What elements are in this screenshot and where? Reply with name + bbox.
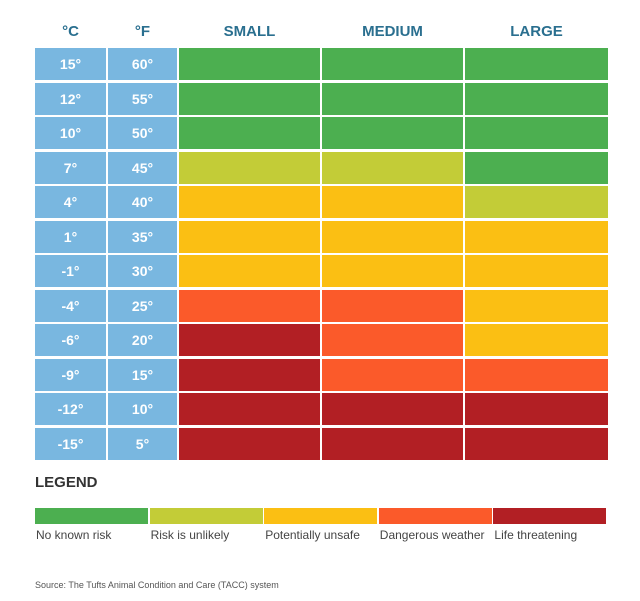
fahrenheit-cell: 45° <box>108 151 177 184</box>
celsius-cell: -6° <box>35 324 106 356</box>
risk-cell <box>322 393 463 425</box>
celsius-cell: -4° <box>35 289 106 322</box>
risk-cell <box>322 427 463 460</box>
fahrenheit-cell: 35° <box>108 220 177 253</box>
risk-cell <box>465 82 608 115</box>
celsius-cell: -9° <box>35 358 106 391</box>
fahrenheit-cell: 5° <box>108 427 177 460</box>
source-note: Source: The Tufts Animal Condition and C… <box>35 580 279 590</box>
header-fahrenheit: °F <box>134 23 151 40</box>
risk-cell <box>322 48 463 80</box>
legend-swatch <box>35 508 148 524</box>
celsius-cell: 4° <box>35 186 106 218</box>
legend-label: Life threatening <box>494 528 578 542</box>
legend-label: No known risk <box>36 528 112 542</box>
fahrenheit-cell: 30° <box>108 255 177 287</box>
risk-cell <box>179 186 320 218</box>
risk-cell <box>179 82 320 115</box>
celsius-cell: 15° <box>35 48 106 80</box>
fahrenheit-cell: 50° <box>108 117 177 149</box>
risk-cell <box>179 358 320 391</box>
risk-cell <box>465 117 608 149</box>
risk-cell <box>322 151 463 184</box>
risk-cell <box>322 358 463 391</box>
legend-label: Potentially unsafe <box>265 528 360 542</box>
risk-cell <box>465 151 608 184</box>
fahrenheit-cell: 60° <box>108 48 177 80</box>
risk-cell <box>465 186 608 218</box>
legend-swatch <box>149 508 263 524</box>
header-celsius: °C <box>62 23 79 40</box>
fahrenheit-cell: 10° <box>108 393 177 425</box>
celsius-cell: 10° <box>35 117 106 149</box>
celsius-cell: 7° <box>35 151 106 184</box>
risk-cell <box>322 324 463 356</box>
fahrenheit-cell: 40° <box>108 186 177 218</box>
fahrenheit-cell: 20° <box>108 324 177 356</box>
risk-cell <box>179 289 320 322</box>
risk-cell <box>322 289 463 322</box>
risk-cell <box>179 151 320 184</box>
risk-cell <box>465 393 608 425</box>
header-medium: MEDIUM <box>362 23 423 40</box>
celsius-cell: -1° <box>35 255 106 287</box>
risk-cell <box>322 117 463 149</box>
risk-cell <box>465 289 608 322</box>
legend-label: Risk is unlikely <box>150 528 230 542</box>
risk-cell <box>322 255 463 287</box>
risk-cell <box>322 186 463 218</box>
risk-cell <box>465 255 608 287</box>
celsius-cell: 12° <box>35 82 106 115</box>
fahrenheit-cell: 25° <box>108 289 177 322</box>
risk-cell <box>179 393 320 425</box>
risk-cell <box>179 48 320 80</box>
fahrenheit-cell: 15° <box>108 358 177 391</box>
celsius-cell: -12° <box>35 393 106 425</box>
header-small: SMALL <box>223 23 276 40</box>
legend-title: LEGEND <box>35 474 98 491</box>
risk-cell <box>179 117 320 149</box>
risk-cell <box>179 427 320 460</box>
header-large: LARGE <box>510 23 563 40</box>
risk-cell <box>322 220 463 253</box>
celsius-cell: -15° <box>35 427 106 460</box>
risk-cell <box>322 82 463 115</box>
fahrenheit-cell: 55° <box>108 82 177 115</box>
risk-cell <box>179 220 320 253</box>
risk-cell <box>179 324 320 356</box>
risk-cell <box>465 427 608 460</box>
legend-swatch <box>264 508 378 524</box>
risk-cell <box>179 255 320 287</box>
risk-cell <box>465 220 608 253</box>
legend-label: Dangerous weather <box>379 528 485 542</box>
celsius-cell: 1° <box>35 220 106 253</box>
legend-swatch <box>378 508 492 524</box>
risk-cell <box>465 48 608 80</box>
legend-swatch <box>493 508 607 524</box>
risk-cell <box>465 324 608 356</box>
risk-cell <box>465 358 608 391</box>
